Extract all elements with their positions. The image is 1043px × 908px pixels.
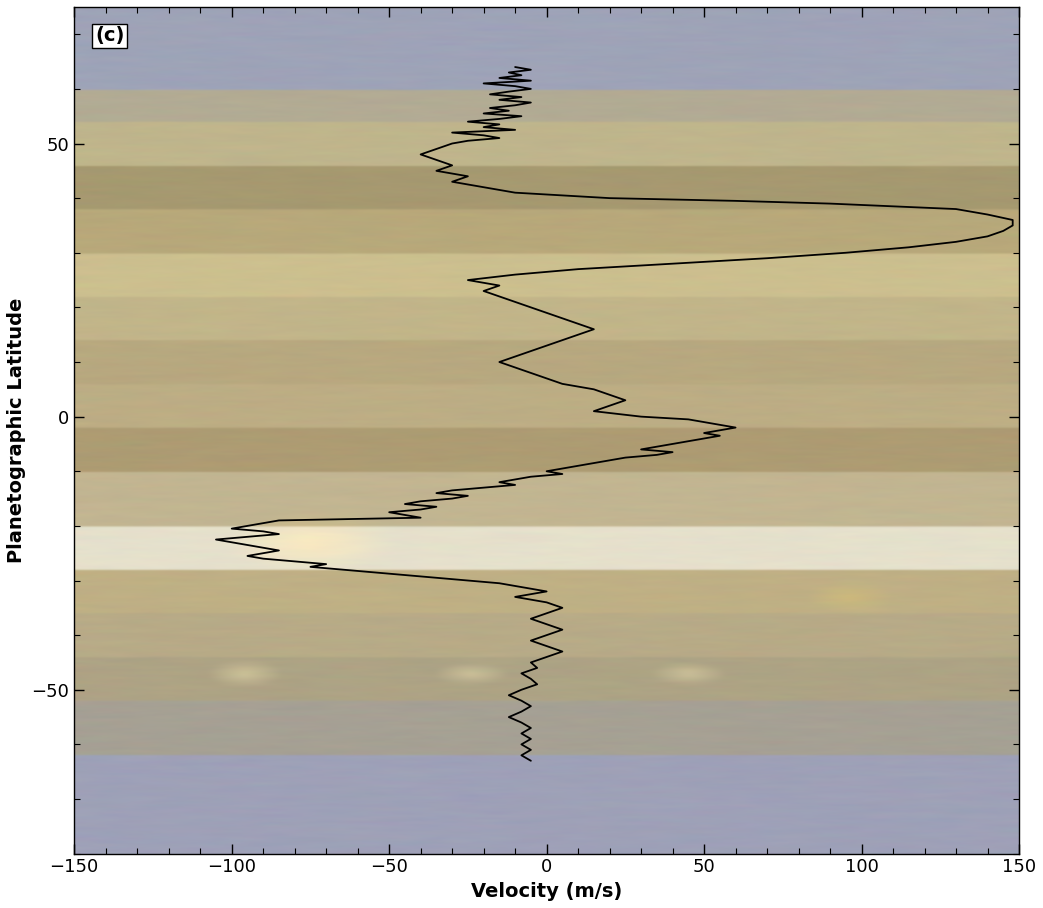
Text: (c): (c) bbox=[95, 26, 124, 45]
X-axis label: Velocity (m/s): Velocity (m/s) bbox=[471, 882, 623, 901]
Y-axis label: Planetographic Latitude: Planetographic Latitude bbox=[7, 298, 26, 563]
